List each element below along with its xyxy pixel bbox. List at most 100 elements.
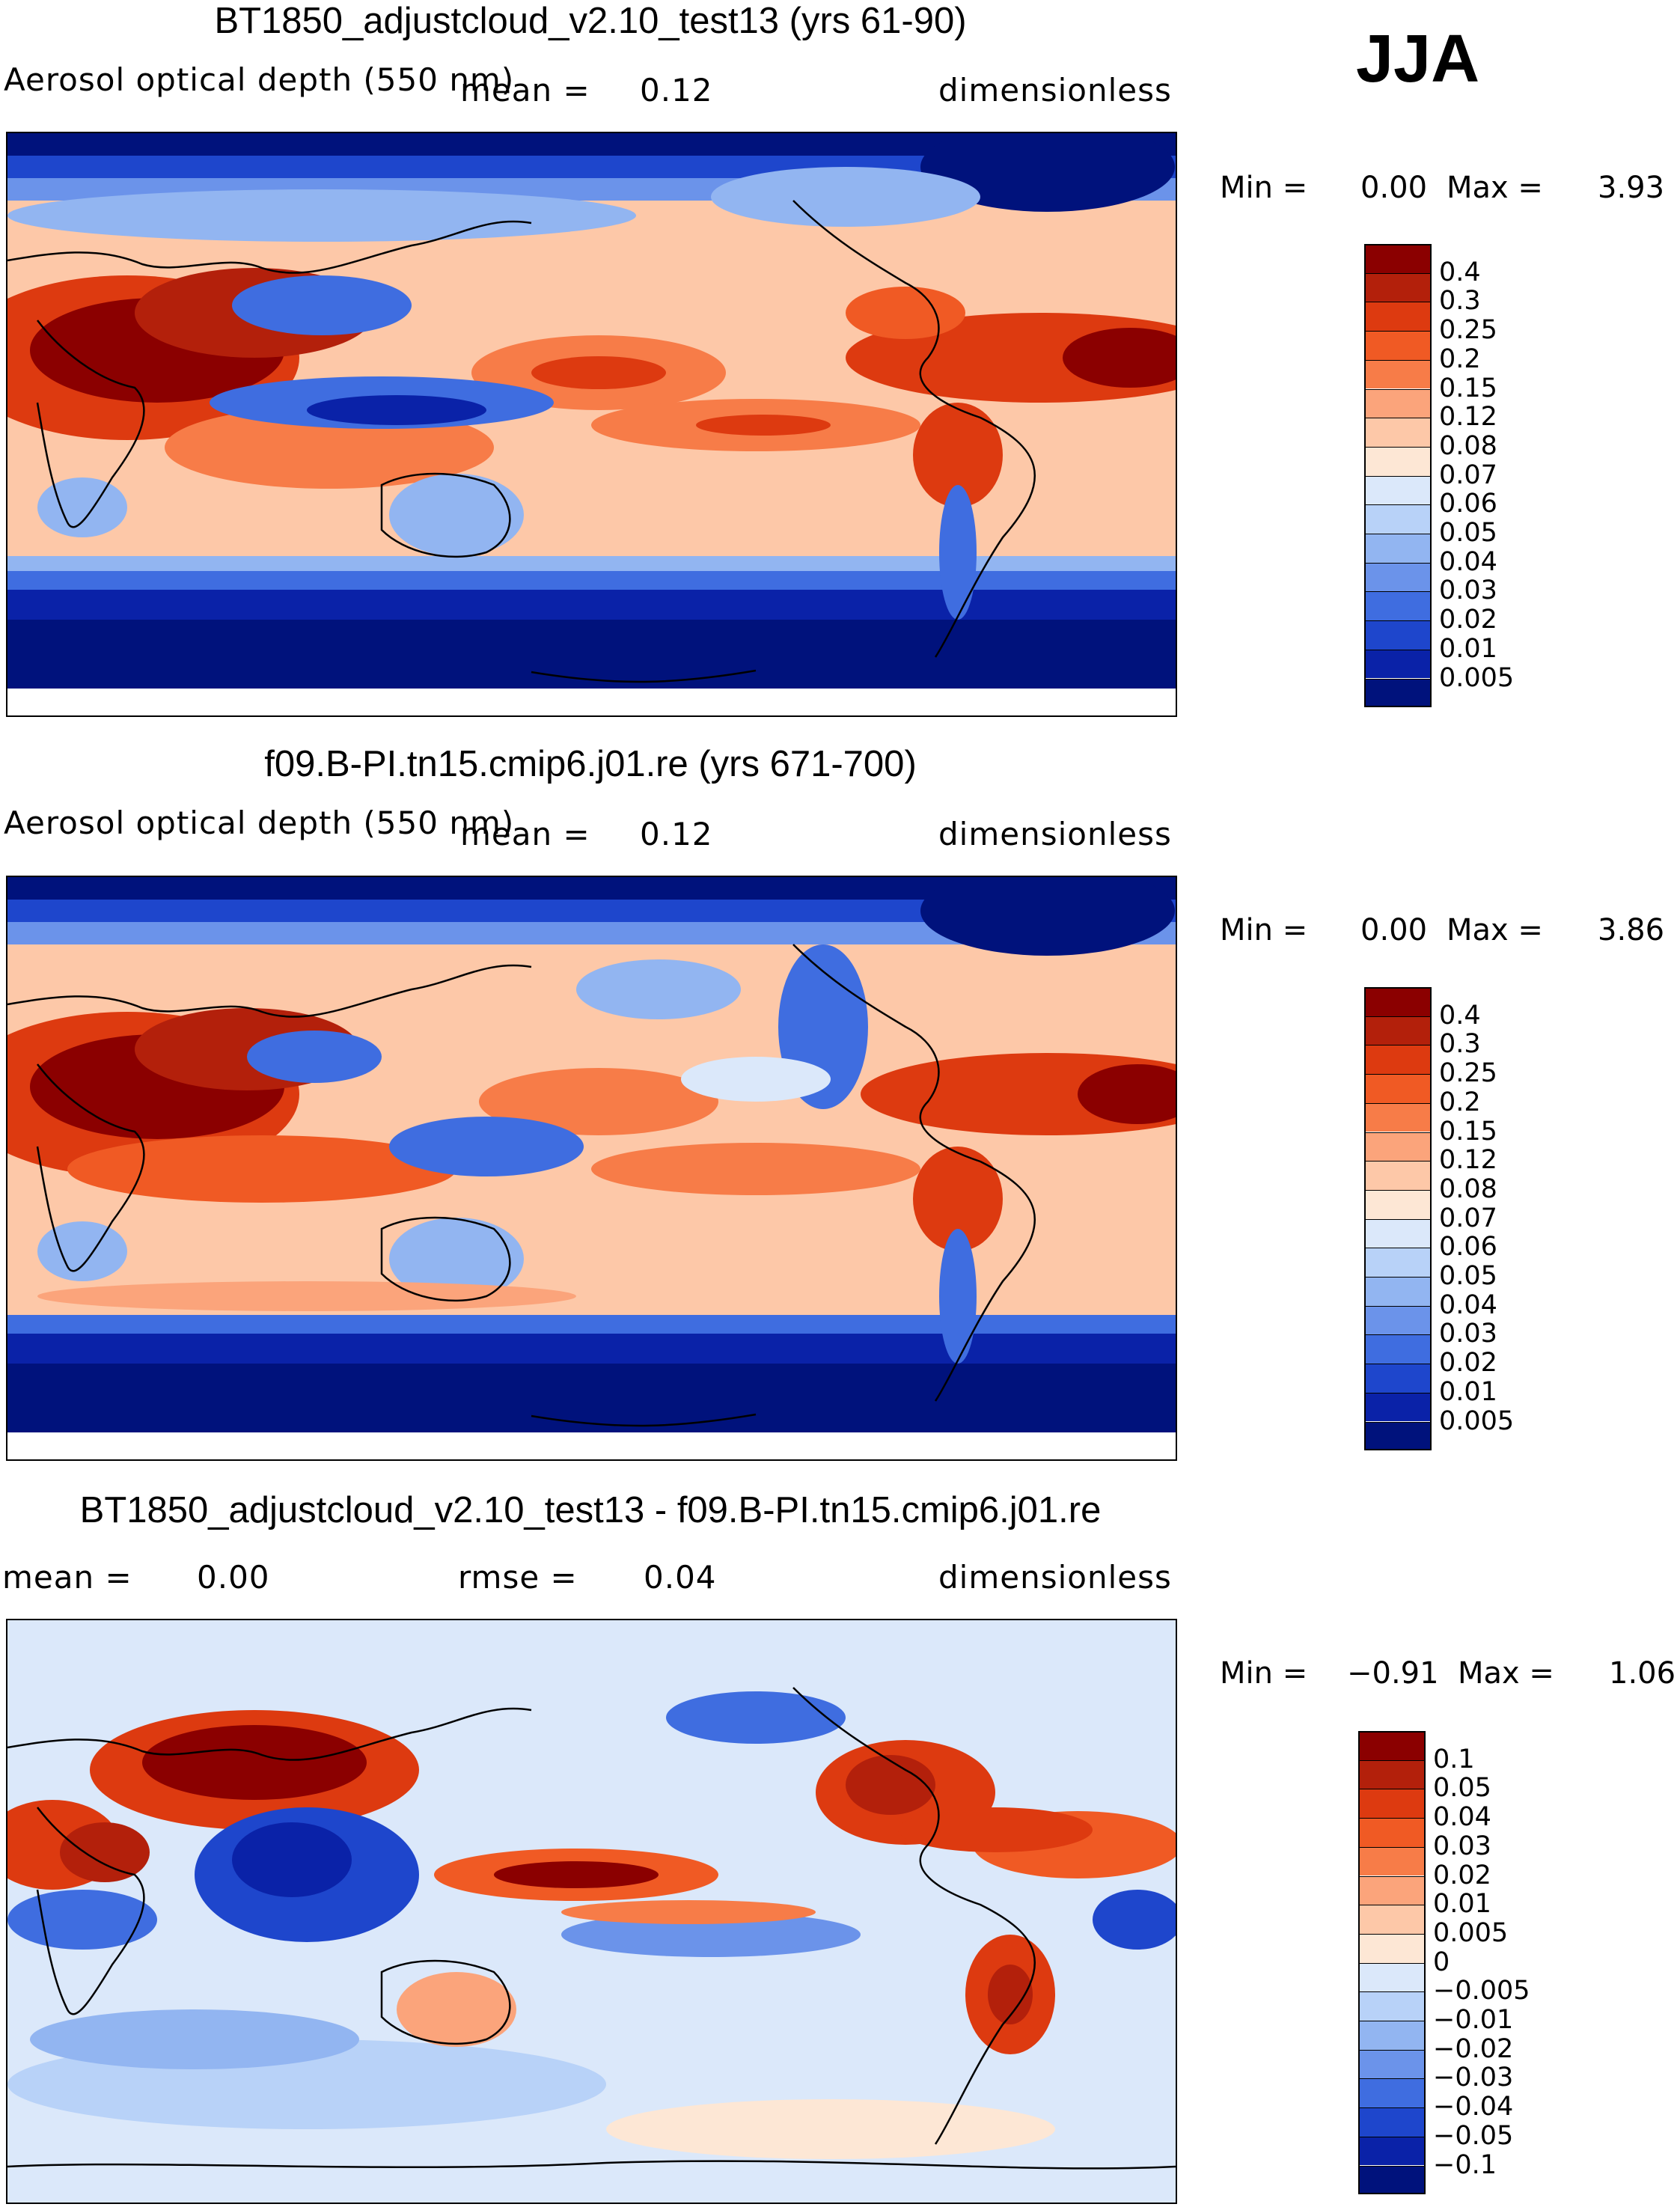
units-label-diff: dimensionless <box>938 1559 1172 1596</box>
colorbar-swatch <box>1364 504 1432 534</box>
variable-label-test: Aerosol optical depth (550 nm) <box>4 61 515 98</box>
colorbar-swatch <box>1364 1132 1432 1162</box>
colorbar-level-label: 0.04 <box>1439 1289 1497 1320</box>
colorbar-frame <box>1358 1731 1426 2195</box>
colorbar-level-label: 0.2 <box>1439 1087 1481 1117</box>
colorbar-level-label: −0.05 <box>1433 2120 1514 2151</box>
map-test <box>6 132 1177 717</box>
stat-label-diff: rmse = <box>458 1559 578 1596</box>
colorbar-level-label: 0.06 <box>1439 1232 1497 1263</box>
season-label: JJA <box>1356 22 1480 97</box>
colorbar-level-label: 0.04 <box>1439 546 1497 577</box>
colorbar-level-label: 0.01 <box>1439 633 1497 664</box>
colorbar-level-label: 0.06 <box>1439 489 1497 519</box>
colorbar-level-label: 0.03 <box>1439 576 1497 606</box>
colorbar-swatch <box>1364 1248 1432 1277</box>
colorbar-swatch <box>1364 678 1432 708</box>
colorbar-swatch <box>1358 1846 1426 1876</box>
colorbar-swatch <box>1358 2165 1426 2195</box>
colorbar-level-label: 0.4 <box>1439 257 1481 287</box>
colorbar-swatch <box>1358 1789 1426 1819</box>
colorbar-level-label: 0.2 <box>1439 344 1481 374</box>
colorbar-level-label: 0.05 <box>1439 1261 1497 1291</box>
colorbar-level-label: 0.005 <box>1439 1405 1515 1436</box>
colorbar-level-label: 0.1 <box>1433 1744 1475 1774</box>
colorbar-level-label: 0.05 <box>1439 518 1497 548</box>
colorbar-swatch <box>1364 302 1432 332</box>
colorbar-swatch <box>1364 620 1432 650</box>
colorbar-swatch <box>1364 591 1432 621</box>
max-label-test: Max = <box>1447 171 1543 205</box>
colorbar-swatch <box>1364 1364 1432 1393</box>
colorbar-level-label: 0.03 <box>1433 1831 1491 1861</box>
colorbar-level-label: 0.07 <box>1439 460 1497 490</box>
colorbar-swatch <box>1358 1875 1426 1905</box>
colorbar-swatch <box>1364 331 1432 360</box>
colorbar-swatch <box>1364 1016 1432 1046</box>
colorbar-level-label: 0.07 <box>1439 1203 1497 1233</box>
stat-label-control: mean = <box>460 816 590 852</box>
colorbar-swatch <box>1364 1189 1432 1219</box>
max-label-control: Max = <box>1447 913 1543 947</box>
colorbar-level-label: 0.05 <box>1433 1773 1491 1804</box>
colorbar-swatch <box>1358 2136 1426 2166</box>
colorbar-level-label: −0.01 <box>1433 2005 1514 2035</box>
colorbar-level-label: 0.3 <box>1439 286 1481 317</box>
colorbar-swatch <box>1364 418 1432 447</box>
max-value-test: 3.93 <box>1598 171 1665 205</box>
colorbar-swatch <box>1364 475 1432 505</box>
colorbar-level-label: 0.08 <box>1439 430 1497 461</box>
colorbar-swatch <box>1358 1818 1426 1847</box>
min-label-test: Min = <box>1220 171 1308 205</box>
colorbar-swatch <box>1364 562 1432 592</box>
colorbar-level-label: 0.12 <box>1439 402 1497 433</box>
colorbar-swatch <box>1364 987 1432 1016</box>
colorbar-swatch <box>1364 1045 1432 1075</box>
colorbar-level-label: −0.04 <box>1433 2092 1514 2122</box>
left-stat-label-diff: mean = <box>2 1559 132 1596</box>
colorbar-level-label: 0.01 <box>1433 1889 1491 1920</box>
colorbar-level-label: 0.4 <box>1439 1000 1481 1031</box>
colorbar-frame <box>1364 987 1432 1451</box>
colorbar-swatch <box>1364 649 1432 679</box>
colorbar-level-label: 0.03 <box>1439 1319 1497 1349</box>
colorbar-swatch <box>1364 534 1432 563</box>
panel-title-control: f09.B-PI.tn15.cmip6.j01.re (yrs 671-700) <box>264 744 917 784</box>
colorbar-swatch <box>1364 1074 1432 1103</box>
min-value-test: 0.00 <box>1360 171 1428 205</box>
colorbar-swatch <box>1364 1334 1432 1364</box>
colorbar-level-label: 0.02 <box>1439 605 1497 635</box>
colorbar-swatch <box>1364 1277 1432 1306</box>
colorbar-swatch <box>1364 1421 1432 1451</box>
colorbar-level-label: 0.005 <box>1439 662 1515 693</box>
colorbar-swatch <box>1358 2078 1426 2108</box>
colorbar-level-label: 0.01 <box>1439 1376 1497 1407</box>
map-diff <box>6 1619 1177 2204</box>
left-stat-value-diff: 0.00 <box>197 1559 270 1596</box>
stat-value-control: 0.12 <box>640 816 713 852</box>
min-value-diff: −0.91 <box>1347 1656 1439 1691</box>
colorbar-swatch <box>1364 1218 1432 1248</box>
colorbar-level-label: −0.005 <box>1433 1976 1530 2006</box>
colorbar-level-label: 0.3 <box>1439 1029 1481 1060</box>
panel-title-diff: BT1850_adjustcloud_v2.10_test13 - f09.B-… <box>79 1490 1102 1530</box>
variable-label-control: Aerosol optical depth (550 nm) <box>4 805 515 841</box>
colorbar-swatch <box>1358 1905 1426 1934</box>
units-label-test: dimensionless <box>938 72 1172 109</box>
colorbar-swatch <box>1358 2107 1426 2137</box>
colorbar-level-label: −0.03 <box>1433 2063 1514 2093</box>
max-value-control: 3.86 <box>1598 913 1665 947</box>
max-value-diff: 1.06 <box>1609 1656 1676 1691</box>
panel-title-test: BT1850_adjustcloud_v2.10_test13 (yrs 61-… <box>214 1 967 41</box>
colorbar-level-label: 0.25 <box>1439 315 1497 346</box>
colorbar-swatch <box>1364 388 1432 418</box>
colorbar-level-label: −0.02 <box>1433 2033 1514 2064</box>
colorbar-swatch <box>1364 1161 1432 1190</box>
colorbar-level-label: 0.005 <box>1433 1917 1509 1948</box>
colorbar-level-label: 0 <box>1433 1947 1450 1977</box>
min-label-control: Min = <box>1220 913 1308 947</box>
colorbar-swatch <box>1364 446 1432 476</box>
colorbar-swatch <box>1364 359 1432 389</box>
colorbar-swatch <box>1358 2049 1426 2079</box>
colorbar-swatch <box>1358 1933 1426 1963</box>
